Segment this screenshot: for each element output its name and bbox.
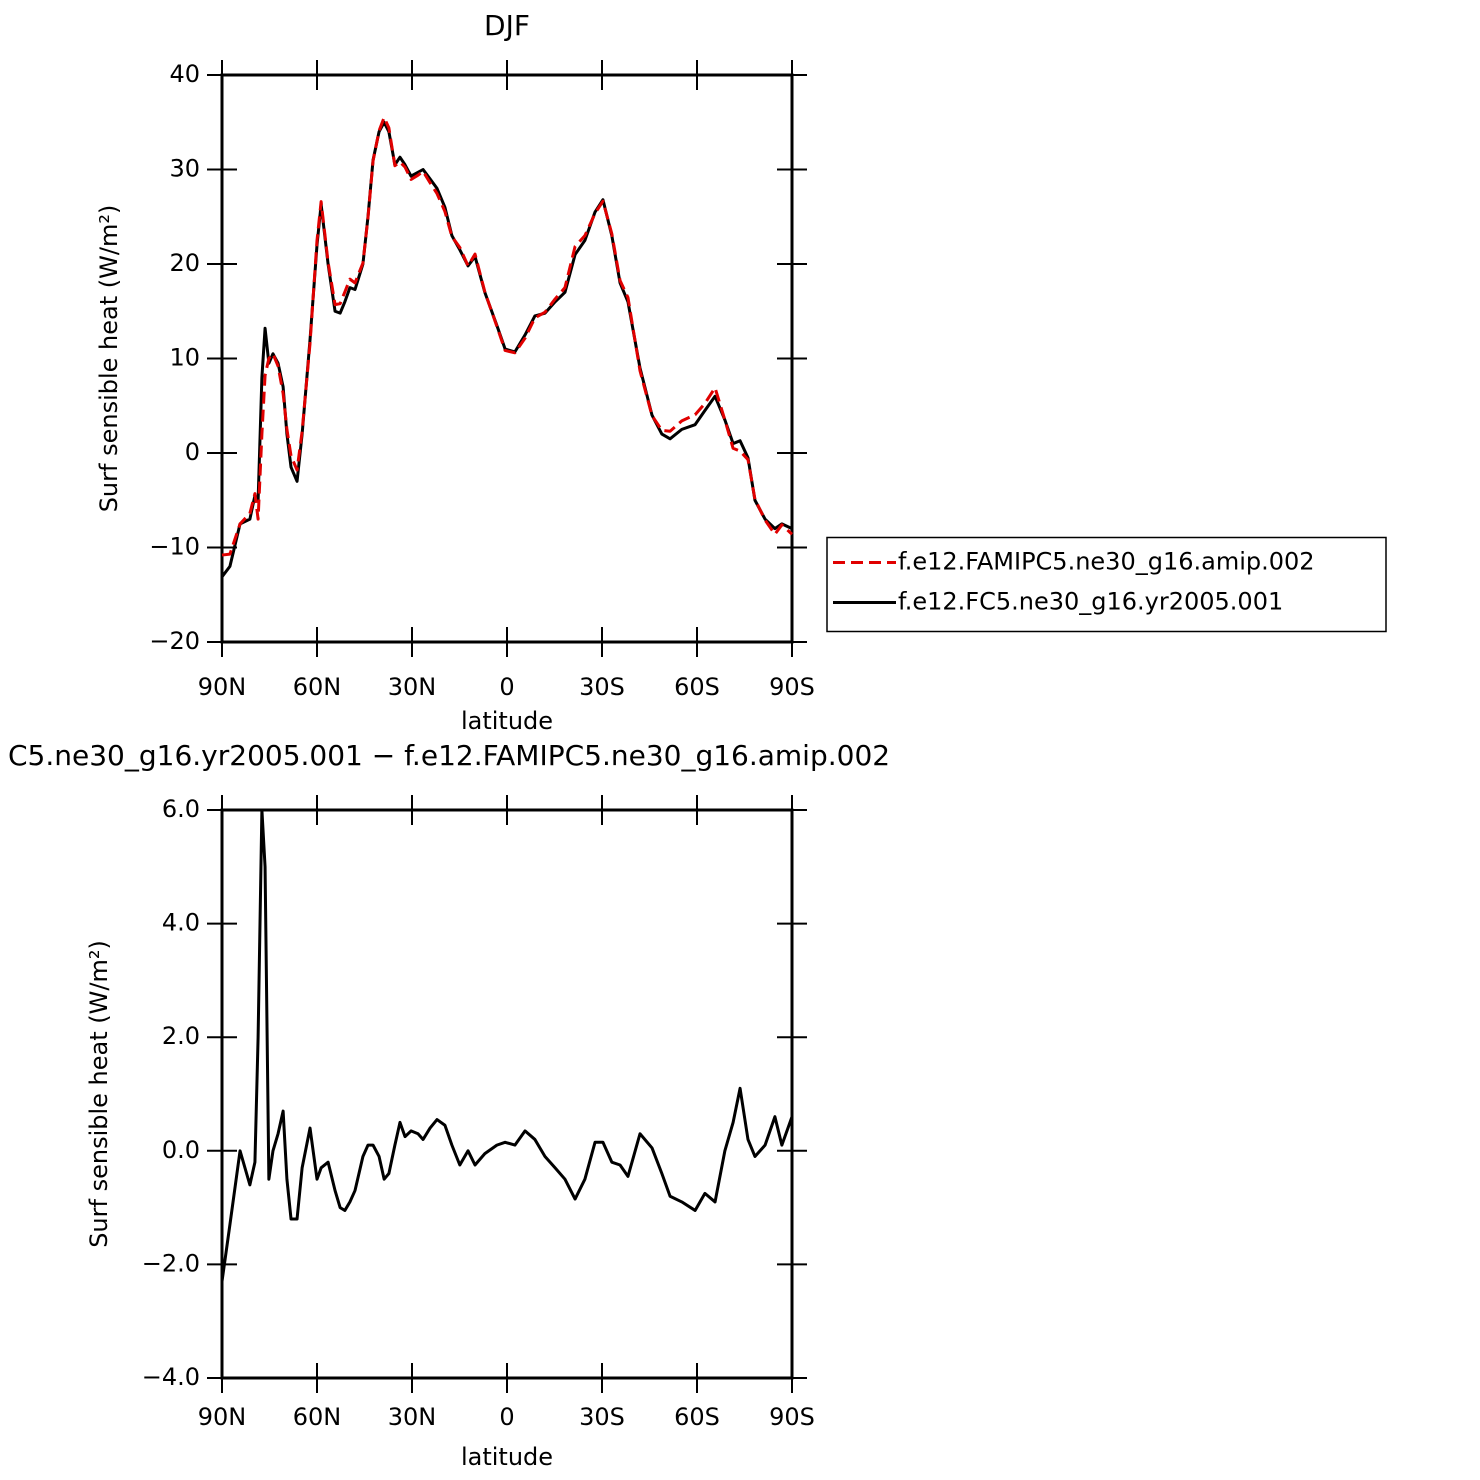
x-tick-label: 30N <box>388 1403 437 1431</box>
x-tick-label: 60S <box>674 673 720 701</box>
y-tick-label: 6.0 <box>162 795 200 823</box>
data-line <box>220 808 794 1282</box>
y-tick-label: −10 <box>149 533 200 561</box>
chart-title: C5.ne30_g16.yr2005.001 − f.e12.FAMIPC5.n… <box>8 739 890 772</box>
y-tick-label: −20 <box>149 627 200 655</box>
y-tick-label: 2.0 <box>162 1022 200 1050</box>
y-tick-label: 40 <box>169 60 200 88</box>
y-tick-label: −4.0 <box>142 1363 200 1391</box>
chart-title: DJF <box>484 9 530 42</box>
x-tick-label: 90N <box>198 673 247 701</box>
x-tick-label: 0 <box>499 1403 514 1431</box>
x-tick-label: 60S <box>674 1403 720 1431</box>
y-tick-label: 0.0 <box>162 1136 200 1164</box>
x-tick-label: 60N <box>293 673 342 701</box>
y-axis-label: Surf sensible heat (W/m²) <box>85 940 113 1248</box>
legend-box <box>826 536 1387 633</box>
x-tick-label: 30N <box>388 673 437 701</box>
y-tick-label: 0 <box>185 438 200 466</box>
x-tick-label: 30S <box>579 673 625 701</box>
x-tick-label: 0 <box>499 673 514 701</box>
x-tick-label: 90S <box>769 1403 815 1431</box>
legend-label: f.e12.FAMIPC5.ne30_g16.amip.002 <box>898 548 1315 576</box>
y-tick-label: −2.0 <box>142 1249 200 1277</box>
y-tick-label: 10 <box>169 344 200 372</box>
y-tick-label: 20 <box>169 249 200 277</box>
x-tick-label: 30S <box>579 1403 625 1431</box>
y-axis-label: Surf sensible heat (W/m²) <box>95 205 123 513</box>
x-axis-label: latitude <box>461 707 553 735</box>
x-tick-label: 60N <box>293 1403 342 1431</box>
data-line <box>221 116 794 557</box>
legend-label: f.e12.FC5.ne30_g16.yr2005.001 <box>898 588 1283 616</box>
y-tick-label: 30 <box>169 155 200 183</box>
y-tick-label: 4.0 <box>162 909 200 937</box>
plot-frame <box>220 73 794 644</box>
plot-frame <box>220 808 794 1380</box>
x-tick-label: 90N <box>198 1403 247 1431</box>
x-axis-label: latitude <box>461 1443 553 1471</box>
x-tick-label: 90S <box>769 673 815 701</box>
